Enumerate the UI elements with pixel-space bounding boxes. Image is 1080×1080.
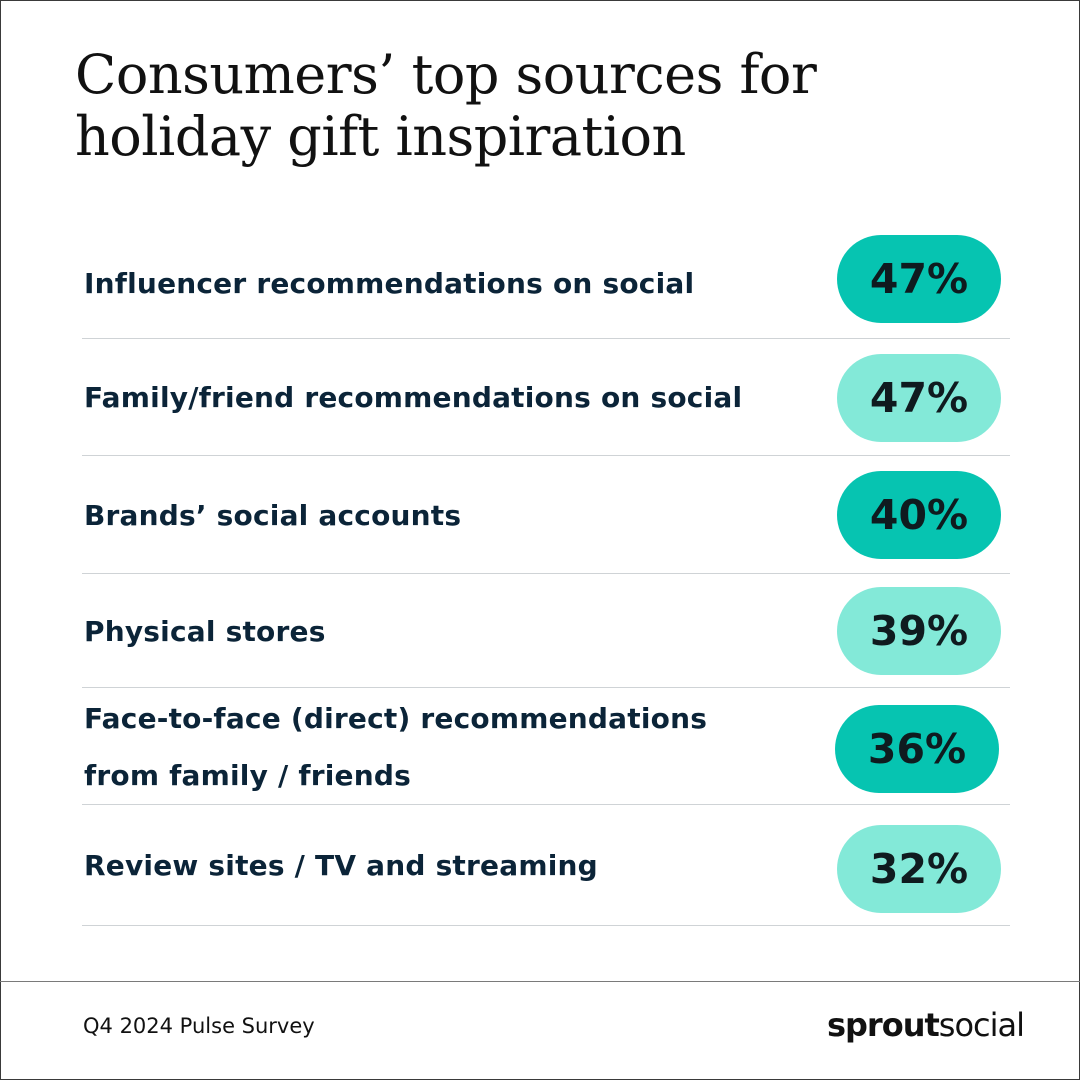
table-row: Brands’ social accounts 40%	[82, 456, 1010, 574]
footer-divider	[0, 981, 1080, 982]
row-label-line: Face-to-face (direct) recommendations	[84, 701, 708, 735]
row-label-line: Family/friend recommendations on social	[84, 381, 743, 414]
value-pill: 40%	[837, 471, 1001, 559]
row-label-line: Physical stores	[84, 614, 326, 648]
table-row: Family/friend recommendations on social 4…	[82, 339, 1010, 456]
table-row: Review sites / TV and streaming 32%	[82, 805, 1010, 926]
value-pill: 32%	[837, 825, 1001, 913]
row-label-line: Influencer recommendations on social	[84, 267, 695, 300]
row-divider	[82, 338, 1010, 339]
title-line-2: holiday gift inspiration	[75, 105, 686, 168]
survey-source: Q4 2024 Pulse Survey	[83, 1014, 315, 1038]
chart-title: Consumers’ top sources for holiday gift …	[75, 44, 975, 168]
row-divider	[82, 925, 1010, 926]
row-divider	[82, 455, 1010, 456]
row-label: Face-to-face (direct) recommendations fro…	[84, 688, 784, 805]
table-row: Face-to-face (direct) recommendations fro…	[82, 688, 1010, 805]
row-label-line: Brands’ social accounts	[84, 498, 462, 532]
brand-logo: sproutsocial	[826, 1006, 1025, 1044]
brand-logo-bold: sprout	[826, 1006, 940, 1044]
value-pill: 36%	[835, 705, 999, 793]
title-line-1: Consumers’ top sources for	[75, 43, 817, 106]
row-label: Family/friend recommendations on social	[84, 339, 784, 456]
row-divider	[82, 804, 1010, 805]
table-row: Physical stores 39%	[82, 574, 1010, 688]
row-divider	[82, 573, 1010, 574]
brand-logo-regular: social	[938, 1006, 1025, 1044]
row-label: Review sites / TV and streaming	[84, 805, 784, 926]
row-divider	[82, 687, 1010, 688]
value-pill: 39%	[837, 587, 1001, 675]
value-pill: 47%	[837, 354, 1001, 442]
row-label-line: from family / friends	[84, 758, 411, 792]
table-row: Influencer recommendations on social 47%	[82, 228, 1010, 339]
row-label: Influencer recommendations on social	[84, 228, 784, 339]
row-label-line: Review sites / TV and streaming	[84, 849, 598, 882]
row-label: Physical stores	[84, 574, 784, 688]
row-label: Brands’ social accounts	[84, 456, 784, 574]
value-pill: 47%	[837, 235, 1001, 323]
